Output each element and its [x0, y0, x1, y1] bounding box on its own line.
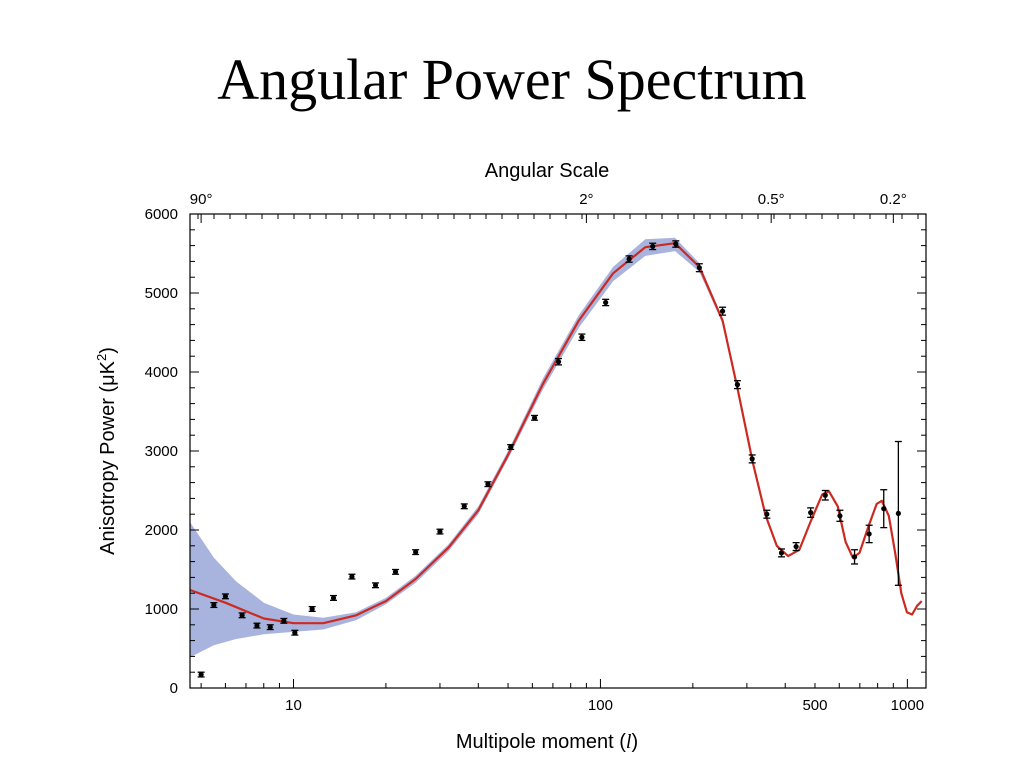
data-point-20 [554, 357, 562, 366]
y-tick-label-7: 6000 [145, 206, 178, 223]
x-tick-label-2: 100 [588, 697, 613, 714]
top-tick-label-2: 2° [579, 191, 593, 208]
data-point-35 [836, 509, 844, 522]
y-axis-title: Anisotropy Power (μK2) [94, 347, 119, 555]
top-axis-title: Angular Scale [485, 160, 610, 182]
top-tick-label-4: 0.2° [880, 191, 907, 208]
y-tick-label-1: 0 [170, 680, 178, 697]
data-point-18 [507, 444, 515, 451]
data-point-39 [894, 440, 902, 586]
y-tick-label-4: 3000 [145, 443, 178, 460]
x-axis-title-symbol: l [626, 731, 632, 753]
data-point-21 [578, 333, 586, 342]
data-point-34 [821, 489, 829, 501]
y-axis-title-unit: μK [97, 360, 119, 386]
data-point-32 [792, 541, 800, 552]
model-curve-layer [189, 242, 923, 625]
data-point-5 [253, 622, 261, 629]
data-point-24 [649, 242, 657, 251]
data-point-14 [412, 549, 420, 556]
data-point-30 [763, 509, 771, 519]
data-point-11 [348, 573, 356, 580]
data-point-27 [719, 306, 727, 316]
y-tick-label-2: 1000 [145, 601, 178, 618]
data-point-26 [695, 263, 703, 273]
x-tick-label-1: 10 [285, 697, 302, 714]
data-point-33 [807, 507, 815, 519]
data-point-4 [238, 612, 246, 619]
x-tick-label-4: 1000 [891, 697, 924, 714]
y-axis-title-exponent: 2 [94, 354, 109, 361]
x-axis-title: Multipole moment (l) [456, 731, 638, 753]
axis-ticks-layer: 10 100 500 1000 0 1000 2000 3000 4000 5000 6000 90°… [145, 191, 926, 714]
y-tick-label-5: 4000 [145, 364, 178, 381]
data-point-1 [197, 671, 205, 678]
y-axis-title-suffix: ) [97, 347, 119, 354]
data-point-8 [291, 629, 299, 636]
data-point-25 [672, 240, 680, 248]
y-tick-label-3: 2000 [145, 522, 178, 539]
data-point-38 [880, 489, 888, 529]
uncertainty-band [190, 237, 723, 658]
x-axis-title-prefix: Multipole moment ( [456, 731, 626, 753]
data-point-2 [210, 602, 218, 609]
data-point-29 [748, 454, 756, 464]
data-point-22 [602, 298, 610, 307]
data-point-10 [330, 594, 338, 601]
data-point-13 [392, 568, 400, 575]
x-tick-label-3: 500 [802, 697, 827, 714]
x-axis-title-suffix: ) [631, 731, 638, 753]
data-point-23 [625, 255, 633, 263]
data-point-36 [851, 549, 859, 565]
data-point-7 [280, 617, 288, 624]
model-curve [189, 242, 923, 625]
data-point-15 [436, 528, 444, 535]
data-point-6 [266, 624, 274, 631]
data-points-layer [197, 240, 902, 678]
uncertainty-band-layer [190, 237, 723, 658]
data-point-17 [484, 481, 492, 488]
y-tick-label-6: 5000 [145, 285, 178, 302]
data-point-37 [865, 524, 873, 544]
data-point-9 [308, 605, 316, 613]
top-tick-label-1: 90° [190, 191, 213, 208]
data-point-31 [777, 548, 785, 558]
top-tick-label-3: 0.5° [758, 191, 785, 208]
y-axis-title-prefix: Anisotropy Power ( [97, 386, 119, 555]
data-point-28 [733, 380, 741, 390]
slide-title: Angular Power Spectrum [217, 47, 807, 112]
data-point-16 [460, 503, 468, 510]
data-point-19 [531, 414, 539, 421]
data-point-3 [221, 593, 229, 600]
data-point-12 [372, 582, 380, 589]
